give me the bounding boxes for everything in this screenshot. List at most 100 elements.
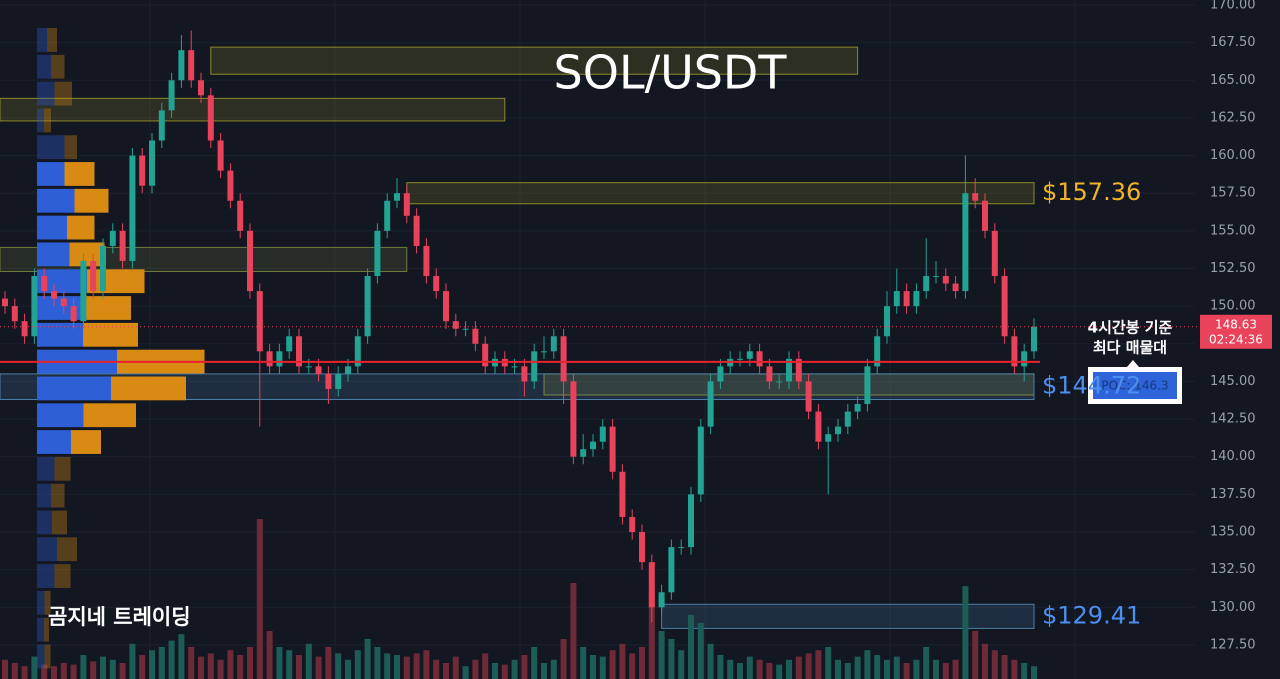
candle-body	[227, 170, 234, 201]
candle-body	[31, 276, 38, 337]
candle-body	[345, 366, 351, 374]
volume-bar	[913, 659, 920, 679]
candle-body	[315, 366, 322, 374]
volume-bar	[413, 653, 420, 679]
candle-body	[354, 336, 361, 367]
candle-body	[786, 358, 792, 382]
volume-bar	[178, 634, 185, 679]
candle-body	[256, 291, 263, 352]
volume-bar	[923, 647, 930, 679]
candle-body	[139, 155, 146, 186]
candle-body	[599, 426, 606, 442]
volume-bar	[119, 663, 126, 679]
y-tick-label: 142.50	[1210, 412, 1256, 427]
candle-body	[149, 140, 155, 186]
y-tick-label: 165.00	[1210, 73, 1256, 88]
candle-body	[835, 426, 841, 435]
candle-body	[570, 381, 577, 457]
volume-bar	[305, 643, 312, 679]
volume-bar	[472, 659, 479, 679]
price-zone	[406, 182, 1035, 205]
profile-buy	[37, 430, 71, 454]
profile-sell	[83, 403, 136, 428]
callout-arrow	[1127, 360, 1139, 367]
volume-bar	[462, 666, 469, 679]
volume-bar	[609, 650, 616, 679]
volume-bar	[619, 643, 626, 679]
volume-bar	[217, 659, 224, 679]
volume-bar	[678, 650, 685, 679]
volume-bar	[570, 583, 577, 679]
y-tick-label: 145.00	[1210, 374, 1256, 389]
volume-bar	[266, 631, 273, 679]
volume-bar	[854, 656, 861, 679]
candle-body	[119, 230, 126, 261]
candle-body	[521, 366, 528, 382]
profile-sell	[51, 483, 65, 508]
candle-body	[374, 230, 381, 277]
volume-bar	[786, 659, 792, 679]
y-tick-label: 137.50	[1210, 487, 1256, 502]
y-tick-label: 150.00	[1210, 299, 1256, 314]
volume-bar	[648, 591, 655, 679]
volume-bar	[315, 656, 322, 679]
volume-bar	[2, 659, 8, 679]
candle-body	[688, 494, 694, 548]
profile-buy	[37, 296, 81, 320]
candle-body	[60, 298, 67, 307]
volume-bar	[737, 663, 743, 679]
profile-sell	[47, 28, 57, 52]
profile-buy	[37, 28, 47, 52]
volume-bar	[982, 643, 988, 679]
candle-body	[247, 230, 253, 292]
candle-body	[325, 373, 332, 389]
y-tick-label: 170.00	[1210, 0, 1256, 12]
candle-body	[452, 321, 459, 329]
watermark: 곰지네 트레이딩	[48, 605, 191, 629]
candle-body	[384, 200, 391, 231]
candle-body	[11, 306, 18, 322]
countdown: 02:24:36	[1209, 332, 1263, 346]
volume-bar	[805, 653, 812, 679]
candle-body	[403, 193, 410, 216]
candle-body	[776, 381, 783, 383]
volume-bar	[168, 640, 175, 679]
volume-bar	[1001, 655, 1008, 679]
profile-sell	[67, 215, 95, 240]
profile-buy	[37, 54, 51, 79]
volume-bar	[521, 655, 528, 679]
candle-body	[433, 276, 440, 292]
profile-buy	[37, 564, 55, 588]
candle-body	[639, 532, 645, 563]
candle-body	[178, 50, 185, 81]
volume-bar	[511, 659, 518, 679]
candle-body	[168, 80, 175, 111]
volume-bar	[11, 663, 18, 679]
candle-body	[2, 298, 8, 307]
candle-body	[737, 358, 743, 360]
candle-body	[560, 336, 567, 382]
profile-sell	[54, 81, 72, 106]
candle-body	[129, 155, 136, 261]
candle-body	[394, 193, 400, 201]
volume-bar	[874, 655, 881, 679]
profile-buy	[37, 215, 67, 240]
profile-sell	[71, 430, 101, 454]
candle-body	[1011, 336, 1018, 367]
volume-bar	[844, 663, 851, 679]
candle-body	[580, 449, 587, 457]
profile-sell	[111, 376, 186, 401]
candle-body	[864, 366, 871, 405]
profile-buy	[37, 483, 51, 508]
volume-bar	[639, 647, 645, 679]
profile-buy	[37, 242, 70, 267]
volume-bar	[492, 663, 498, 679]
candle-body	[217, 140, 224, 171]
level-label: $129.41	[1042, 601, 1141, 629]
y-tick-label: 162.50	[1210, 110, 1256, 125]
volume	[2, 519, 1037, 679]
candle-body	[825, 434, 832, 442]
level-label: $144.72	[1042, 372, 1141, 400]
candles	[2, 30, 1037, 623]
profile-buy	[37, 322, 83, 347]
